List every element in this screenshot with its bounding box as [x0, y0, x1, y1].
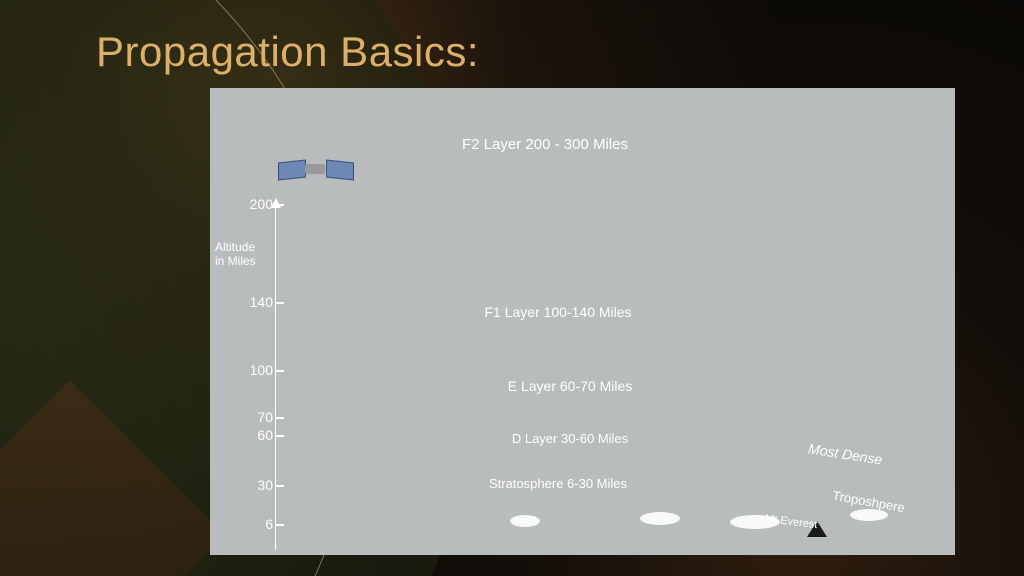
layer-label-f1: F1 Layer 100-140 Miles [484, 304, 631, 320]
axis-tick: 30 [233, 477, 273, 493]
altitude-axis [275, 200, 276, 550]
axis-tick: 140 [233, 294, 273, 310]
axis-tick: 200 [233, 196, 273, 212]
layer-label-d: D Layer 30-60 Miles [512, 431, 628, 446]
axis-tick: 100 [233, 362, 273, 378]
axis-tick: 70 [233, 409, 273, 425]
cloud-icon [510, 515, 540, 527]
atmosphere-diagram: (B) Altitudein Miles 2001401007060306 F2… [210, 88, 955, 555]
cloud-icon [640, 512, 680, 525]
layer-label-f2: F2 Layer 200 - 300 Miles [462, 136, 628, 153]
axis-tick: 60 [233, 427, 273, 443]
axis-label: Altitudein Miles [215, 240, 256, 268]
layer-label-e: E Layer 60-70 Miles [508, 378, 633, 394]
layer-label-strat: Stratosphere 6-30 Miles [489, 476, 627, 491]
page-title: Propagation Basics: [96, 28, 479, 76]
axis-tick: 6 [233, 516, 273, 532]
slide: Propagation Basics: (B) Altitudein Miles… [0, 0, 1024, 576]
